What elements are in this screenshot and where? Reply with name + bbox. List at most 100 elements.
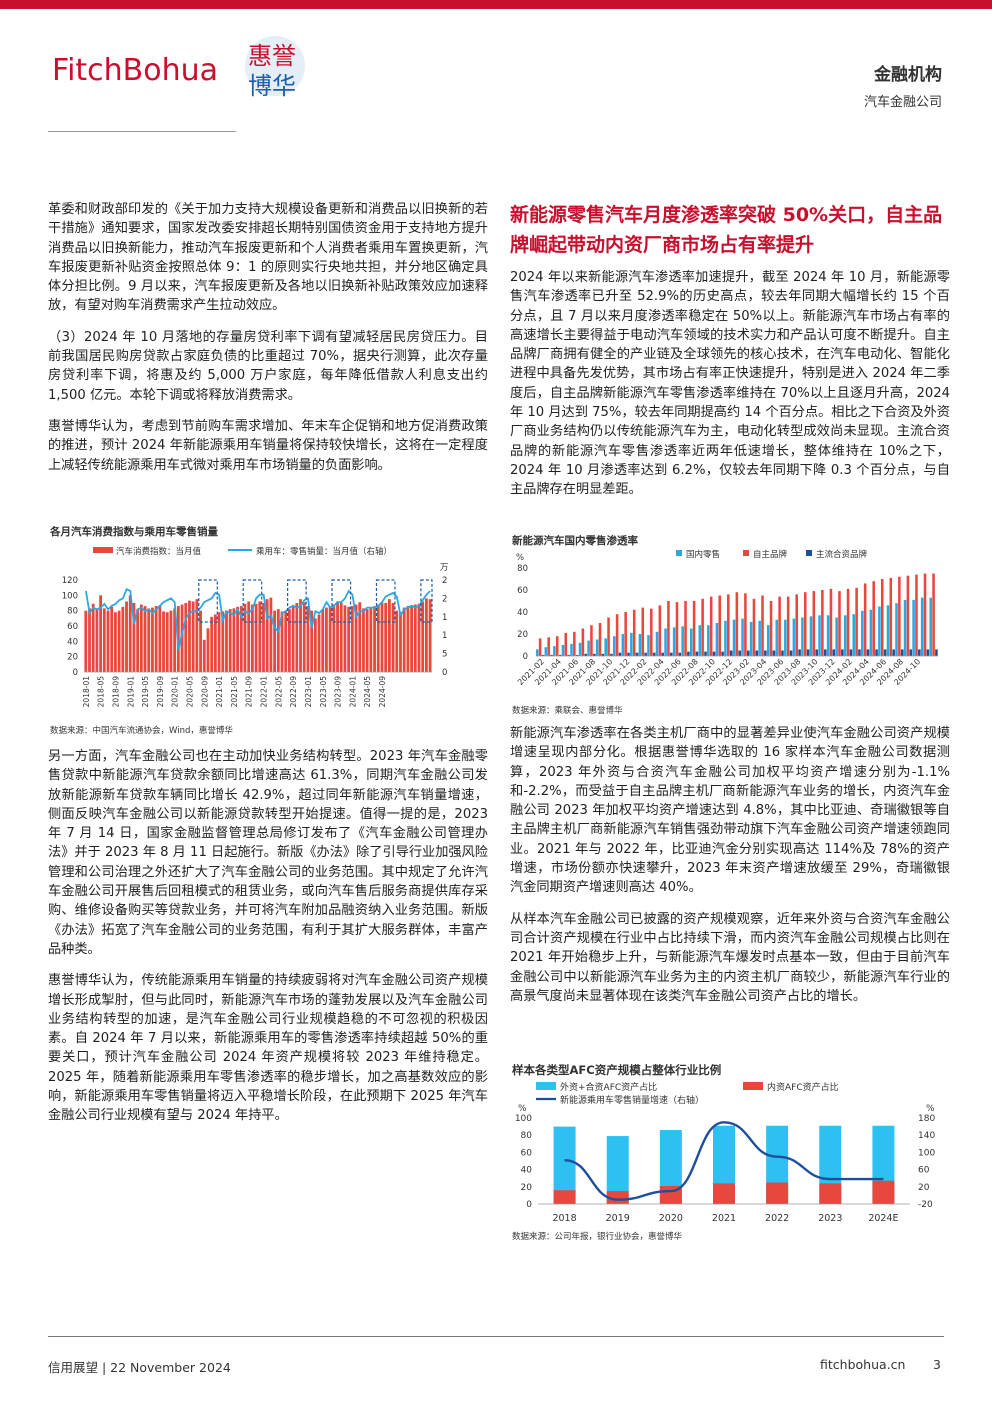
legend-swatch [536, 1082, 556, 1090]
left-paragraph-2: （3）2024 年 10 月落地的存量房贷利率下调有望减轻居民房贷压力。目前我国… [48, 329, 488, 403]
index-bar [91, 603, 95, 672]
index-bar [358, 602, 362, 672]
y-axis-unit-right: % [926, 1104, 935, 1114]
index-bar [158, 605, 162, 672]
penetration-bar [758, 620, 761, 656]
penetration-bar [789, 650, 793, 656]
index-bar [269, 597, 273, 672]
chart1-vehicle-index-sales: 汽车消费指数：当月值 乘用车：零售销量：当月值（右轴） 万辆 0 20 40 60 80 100… [62, 546, 448, 708]
penetration-bar [698, 625, 702, 656]
penetration-bar [573, 631, 576, 656]
y-tick-left: 100 [515, 1114, 532, 1124]
x-tick: 2019 [606, 1213, 630, 1224]
penetration-bar [900, 649, 904, 656]
logo-wordmark: FitchBohua [52, 53, 218, 88]
left-paragraph-4: 另一方面，汽车金融公司也在主动加快业务结构转型。2023 年汽车金融零售贷款中新… [48, 749, 488, 957]
x-tick: 2024E [868, 1213, 898, 1224]
y-tick: 0 [523, 652, 528, 662]
penetration-bar [806, 649, 810, 656]
index-bar [291, 606, 295, 672]
penetration-bar [727, 594, 730, 656]
penetration-bar [658, 605, 662, 656]
penetration-bar [650, 608, 653, 656]
x-tick: 2018 [552, 1213, 576, 1224]
index-bar [132, 603, 136, 672]
penetration-bar [883, 649, 887, 656]
category-label: 金融机构 [874, 65, 942, 85]
domestic-share-bar [553, 1190, 576, 1204]
x-tick: 2024-01 [348, 676, 357, 708]
index-bar [243, 603, 247, 672]
right-paragraph-1: 2024 年以来新能源汽车渗透率加速提升，截至 2024 年 10 月，新能源零… [510, 270, 950, 498]
x-tick: 2024-09 [378, 676, 387, 708]
logo-cn-2: 博华 [248, 72, 296, 100]
index-bar [217, 612, 221, 672]
footer-site-link[interactable]: fitchbohua.cn [820, 1357, 906, 1372]
penetration-bar [638, 634, 642, 656]
index-bar [343, 605, 347, 672]
penetration-bar [661, 652, 664, 656]
legend-label: 国内零售 [686, 549, 720, 560]
penetration-bar [906, 575, 910, 656]
y-tick-left: 100 [62, 591, 78, 601]
penetration-bar [809, 616, 813, 656]
index-bar [162, 611, 165, 672]
penetration-bar [564, 632, 568, 656]
index-bar [114, 612, 117, 672]
penetration-bar [578, 642, 582, 656]
domestic-share-bar [819, 1183, 842, 1204]
penetration-bar [923, 573, 927, 656]
penetration-bar [692, 601, 696, 656]
index-bar [247, 601, 251, 672]
penetration-bar [610, 653, 613, 656]
penetration-bar [889, 577, 893, 656]
chart1-source: 数据来源：中国汽车流通协会，Wind，惠誉博华 [50, 726, 233, 736]
penetration-bar [821, 590, 824, 656]
penetration-bar [678, 652, 682, 656]
index-bar [195, 599, 199, 672]
penetration-bar [755, 650, 759, 656]
index-bar [110, 606, 114, 672]
highlight-box [420, 579, 433, 623]
index-bar [299, 599, 302, 672]
foreign-jv-share-bar [606, 1136, 629, 1204]
index-bar [354, 604, 358, 672]
x-tick: 2023-09 [334, 676, 343, 708]
penetration-bar [672, 627, 676, 656]
x-tick: 2023-01 [304, 676, 313, 708]
penetration-bar [826, 615, 830, 656]
penetration-bar [915, 574, 918, 656]
penetration-bar [729, 650, 733, 656]
y-tick-right: 50 [442, 650, 448, 660]
index-bar [95, 608, 99, 672]
index-bar [262, 603, 265, 672]
penetration-bar [561, 645, 565, 656]
y-tick-left: 40 [67, 637, 78, 647]
x-tick: 2024-05 [363, 676, 372, 708]
penetration-bar [852, 614, 856, 656]
penetration-bar [798, 649, 801, 656]
penetration-bar [838, 591, 841, 656]
index-bar [365, 609, 369, 672]
penetration-bar [752, 598, 756, 656]
penetration-bar [872, 581, 875, 656]
penetration-bar [886, 605, 890, 656]
penetration-bar [567, 654, 570, 656]
penetration-bar [612, 636, 616, 656]
y-tick-right: 20 [918, 1183, 930, 1193]
legend-swatch [93, 547, 113, 553]
index-bar [402, 607, 406, 672]
y-tick-left: 20 [521, 1183, 533, 1193]
penetration-bar [652, 652, 656, 656]
x-tick: 2018-01 [82, 676, 91, 708]
y-tick-right: 140 [918, 1131, 935, 1141]
y-tick-right: 180 [918, 1114, 935, 1124]
index-bar [350, 606, 354, 672]
index-bar [284, 610, 288, 672]
penetration-bar [929, 597, 932, 656]
y-tick-right: 0 [442, 668, 447, 678]
index-bar [232, 608, 236, 672]
y-tick-left: 60 [521, 1148, 533, 1158]
index-bar [173, 608, 177, 672]
highlight-box [198, 579, 218, 623]
